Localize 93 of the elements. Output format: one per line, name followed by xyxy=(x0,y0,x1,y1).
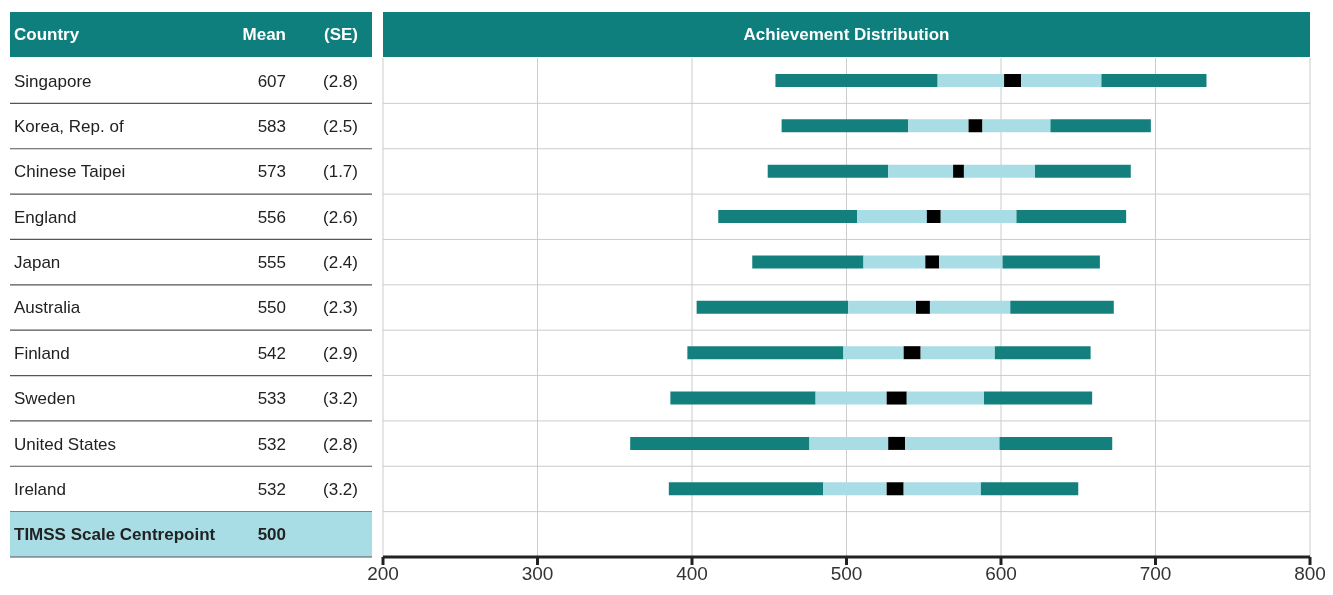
text: (2.8) xyxy=(323,71,358,91)
y-tick-label: Australia xyxy=(14,298,81,318)
bar xyxy=(1010,300,1114,314)
bar xyxy=(670,391,816,405)
text: 532 xyxy=(257,434,286,454)
bar xyxy=(908,119,969,133)
bar xyxy=(916,300,930,314)
bar xyxy=(863,255,926,269)
bar xyxy=(1002,255,1100,269)
bar xyxy=(696,300,849,314)
bar xyxy=(886,391,907,405)
bar xyxy=(929,300,1011,314)
bar xyxy=(903,482,981,496)
text: (2.5) xyxy=(323,117,358,136)
bar xyxy=(963,164,1035,178)
bar xyxy=(994,346,1091,360)
bar xyxy=(888,436,906,450)
bar xyxy=(857,210,927,224)
bar xyxy=(937,74,1005,87)
bar xyxy=(1101,74,1207,87)
bar xyxy=(926,210,941,224)
text: 556 xyxy=(257,207,286,227)
bar xyxy=(999,436,1113,450)
bar xyxy=(980,482,1079,496)
y-tick-label: Japan xyxy=(14,253,61,273)
x-tick-label: 200 xyxy=(367,563,399,585)
bar xyxy=(809,436,889,450)
y-tick-label: Sweden xyxy=(14,389,76,409)
text: 532 xyxy=(257,479,286,499)
y-tick-label: Ireland xyxy=(14,479,66,499)
y-tick-label: Finland xyxy=(14,343,70,363)
chart-title: Achievement Distribution xyxy=(743,24,950,45)
text: (2.9) xyxy=(323,343,358,363)
text: 583 xyxy=(257,117,286,136)
text: 607 xyxy=(257,71,286,91)
text: (1.7) xyxy=(323,162,358,182)
text: 573 xyxy=(257,162,286,182)
bar xyxy=(630,436,810,450)
text: (3.2) xyxy=(323,479,358,499)
y-tick-label: United States xyxy=(14,434,117,454)
x-tick-label: 300 xyxy=(521,563,554,585)
text: Mean xyxy=(242,24,286,45)
y-tick-label: Korea, Rep. of xyxy=(14,117,124,136)
y-tick-label: Chinese Taipei xyxy=(14,162,126,182)
x-tick-label: 800 xyxy=(1294,563,1326,585)
bar xyxy=(886,482,904,496)
text: (2.6) xyxy=(323,207,358,227)
bar xyxy=(940,210,1017,224)
x-tick-label: 600 xyxy=(985,563,1017,585)
bar xyxy=(984,391,1093,405)
text: (SE) xyxy=(324,24,358,45)
text: 533 xyxy=(257,389,286,409)
bar xyxy=(775,74,938,87)
bar xyxy=(953,164,964,178)
bar xyxy=(968,119,983,133)
text: 555 xyxy=(257,253,286,273)
bar xyxy=(752,255,864,269)
text: (2.4) xyxy=(323,253,358,273)
x-tick-label: 500 xyxy=(830,563,863,585)
bar xyxy=(718,210,858,224)
bar xyxy=(815,391,887,405)
bar xyxy=(903,346,921,360)
text: 542 xyxy=(257,343,286,363)
bar xyxy=(1016,210,1127,224)
bar xyxy=(906,391,985,405)
bar xyxy=(925,255,940,269)
text: (3.2) xyxy=(323,389,358,409)
bar xyxy=(1004,74,1022,87)
y-tick-label: Singapore xyxy=(14,71,92,91)
y-tick-label: TIMSS Scale Centrepoint xyxy=(14,525,216,545)
text: (2.8) xyxy=(323,434,358,454)
bar xyxy=(668,482,824,496)
bar xyxy=(843,346,904,360)
bar xyxy=(1050,119,1151,133)
text: 500 xyxy=(257,525,286,545)
bar xyxy=(939,255,1003,269)
bar xyxy=(920,346,995,360)
bar xyxy=(905,436,1000,450)
y-tick-label: England xyxy=(14,207,77,227)
bar xyxy=(848,300,917,314)
bar xyxy=(982,119,1051,133)
text: (2.3) xyxy=(323,298,358,318)
x-tick-label: 700 xyxy=(1139,563,1172,585)
bar xyxy=(1021,74,1102,87)
bar xyxy=(687,346,844,360)
bar xyxy=(823,482,887,496)
bar xyxy=(888,164,954,178)
bar xyxy=(1034,164,1131,178)
text: 550 xyxy=(257,298,286,318)
bar xyxy=(767,164,889,178)
text: Country xyxy=(14,24,80,45)
x-tick-label: 400 xyxy=(676,563,708,585)
bar xyxy=(781,119,909,133)
